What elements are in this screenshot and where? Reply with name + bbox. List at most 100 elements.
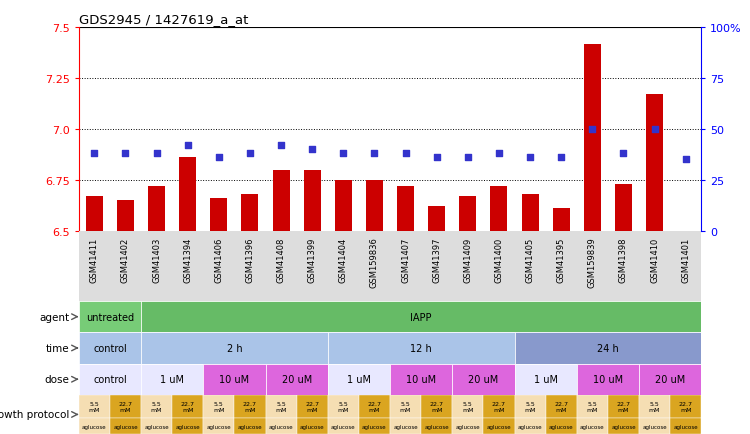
Bar: [141, 418, 172, 434]
Bar: [141, 395, 172, 418]
Bar: [428, 207, 445, 231]
Bar: [141, 332, 328, 364]
Bar: [490, 187, 508, 231]
Bar: [79, 395, 110, 418]
Bar: [334, 181, 352, 231]
Bar: [514, 395, 545, 418]
Bar: [234, 418, 266, 434]
Bar: [397, 187, 414, 231]
Bar: [577, 418, 608, 434]
Text: aglucose: aglucose: [455, 424, 480, 429]
Point: [213, 155, 225, 161]
Bar: [296, 418, 328, 434]
Text: GSM41395: GSM41395: [556, 237, 566, 282]
Point: [524, 155, 536, 161]
Bar: [670, 418, 701, 434]
Text: aglucose: aglucose: [176, 424, 200, 429]
Bar: [110, 395, 141, 418]
Bar: [422, 395, 452, 418]
Text: GSM159839: GSM159839: [588, 237, 597, 287]
Bar: [615, 184, 632, 231]
Bar: [452, 364, 514, 395]
Text: 20 uM: 20 uM: [468, 375, 499, 385]
Text: GSM41410: GSM41410: [650, 237, 659, 282]
Text: GSM41405: GSM41405: [526, 237, 535, 282]
Text: 10 uM: 10 uM: [406, 375, 436, 385]
Bar: [670, 395, 701, 418]
Point: [586, 126, 598, 133]
Bar: [203, 364, 266, 395]
Bar: [608, 418, 639, 434]
Point: [555, 155, 567, 161]
Point: [462, 155, 474, 161]
Bar: [358, 418, 390, 434]
Text: GSM41399: GSM41399: [308, 237, 316, 282]
Point: [680, 157, 692, 164]
Text: aglucose: aglucose: [580, 424, 604, 429]
Text: aglucose: aglucose: [362, 424, 387, 429]
Text: aglucose: aglucose: [238, 424, 262, 429]
Text: GSM41407: GSM41407: [401, 237, 410, 282]
Point: [649, 126, 661, 133]
Text: 22.7
mM: 22.7 mM: [305, 401, 320, 412]
Bar: [483, 395, 514, 418]
Bar: [452, 418, 483, 434]
Text: aglucose: aglucose: [393, 424, 418, 429]
Text: aglucose: aglucose: [487, 424, 512, 429]
Text: GSM41403: GSM41403: [152, 237, 161, 282]
Text: GSM41404: GSM41404: [339, 237, 348, 282]
Text: 24 h: 24 h: [597, 343, 619, 353]
Bar: [79, 418, 110, 434]
Text: GSM41396: GSM41396: [245, 237, 254, 282]
Text: 20 uM: 20 uM: [655, 375, 686, 385]
Text: aglucose: aglucose: [300, 424, 325, 429]
Text: GSM41400: GSM41400: [494, 237, 503, 282]
Bar: [577, 395, 608, 418]
Bar: [203, 418, 234, 434]
Bar: [79, 364, 141, 395]
Bar: [110, 418, 141, 434]
Bar: [234, 395, 266, 418]
Bar: [266, 364, 328, 395]
Text: time: time: [46, 343, 70, 353]
Bar: [514, 418, 545, 434]
Text: aglucose: aglucose: [549, 424, 574, 429]
Text: GSM41408: GSM41408: [277, 237, 286, 282]
Bar: [148, 187, 165, 231]
Text: 5.5
mM: 5.5 mM: [213, 401, 224, 412]
Text: GSM41401: GSM41401: [681, 237, 690, 282]
Text: 20 uM: 20 uM: [281, 375, 312, 385]
Point: [88, 151, 101, 158]
Bar: [141, 364, 203, 395]
Text: aglucose: aglucose: [611, 424, 636, 429]
Bar: [117, 201, 134, 231]
Bar: [390, 418, 422, 434]
Text: 5.5
mM: 5.5 mM: [649, 401, 660, 412]
Text: 22.7
mM: 22.7 mM: [679, 401, 693, 412]
Text: 22.7
mM: 22.7 mM: [492, 401, 506, 412]
Text: 22.7
mM: 22.7 mM: [118, 401, 133, 412]
Text: GSM41397: GSM41397: [432, 237, 441, 282]
Bar: [545, 418, 577, 434]
Bar: [242, 194, 259, 231]
Text: aglucose: aglucose: [674, 424, 698, 429]
Bar: [639, 364, 701, 395]
Text: aglucose: aglucose: [642, 424, 667, 429]
Point: [493, 151, 505, 158]
Text: 5.5
mM: 5.5 mM: [586, 401, 598, 412]
Text: aglucose: aglucose: [82, 424, 106, 429]
Point: [617, 151, 629, 158]
Bar: [328, 364, 390, 395]
Bar: [179, 158, 196, 231]
Text: 1 uM: 1 uM: [160, 375, 184, 385]
Text: GSM41394: GSM41394: [183, 237, 192, 282]
Bar: [172, 395, 203, 418]
Bar: [328, 395, 358, 418]
Text: 22.7
mM: 22.7 mM: [616, 401, 631, 412]
Bar: [79, 332, 141, 364]
Text: aglucose: aglucose: [206, 424, 231, 429]
Text: GSM41402: GSM41402: [121, 237, 130, 282]
Bar: [577, 364, 639, 395]
Text: aglucose: aglucose: [113, 424, 138, 429]
Text: 2 h: 2 h: [226, 343, 242, 353]
